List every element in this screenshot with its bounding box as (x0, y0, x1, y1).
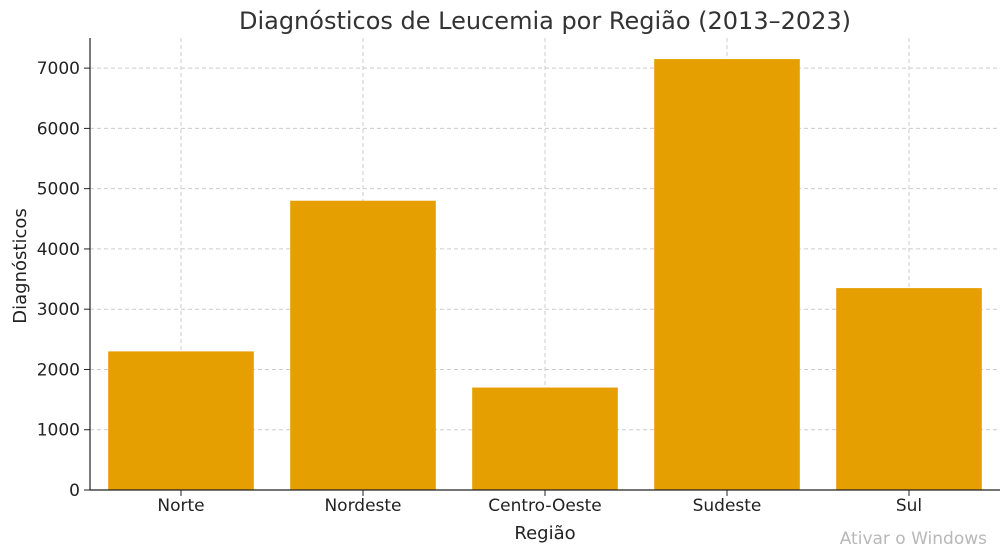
windows-activation-watermark: Ativar o Windows (839, 529, 987, 549)
y-tick-group: 0 1000 2000 3000 4000 5000 6000 7000 (37, 59, 90, 501)
y-tick-label: 3000 (37, 300, 80, 320)
bar-sudeste (654, 59, 800, 491)
bar-centro-oeste (472, 387, 618, 490)
x-tick-label: Norte (157, 496, 204, 516)
y-tick-label: 1000 (37, 421, 80, 441)
y-tick-label: 4000 (37, 240, 80, 260)
bar-nordeste (290, 200, 436, 490)
bars-group (108, 59, 982, 491)
y-tick-label: 0 (69, 481, 80, 501)
x-tick-label: Sul (896, 496, 922, 516)
x-tick-label: Centro-Oeste (488, 496, 602, 516)
x-tick-label: Sudeste (693, 496, 762, 516)
y-tick-label: 7000 (37, 59, 80, 79)
y-tick-label: 2000 (37, 360, 80, 380)
y-tick-label: 6000 (37, 119, 80, 139)
y-axis-label: Diagnósticos (10, 208, 31, 323)
bar-norte (108, 351, 254, 490)
chart-title: Diagnósticos de Leucemia por Região (201… (239, 7, 851, 35)
bar-sul (836, 288, 982, 490)
x-tick-label: Nordeste (324, 496, 401, 516)
x-tick-group: Norte Nordeste Centro-Oeste Sudeste Sul (157, 490, 922, 516)
y-tick-label: 5000 (37, 180, 80, 200)
x-axis-label: Região (514, 523, 575, 544)
